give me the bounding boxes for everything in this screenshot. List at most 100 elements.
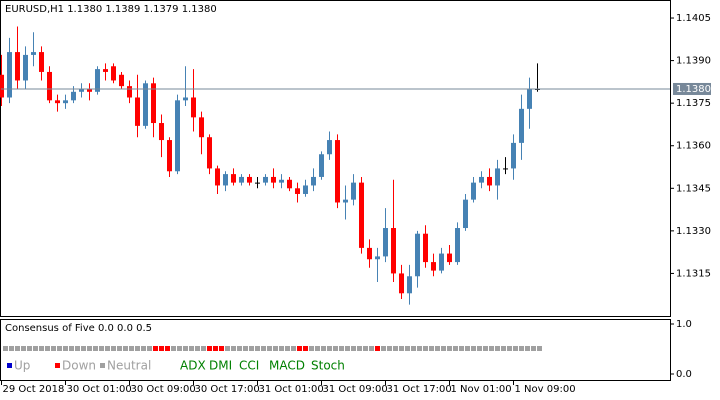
candle-body: [79, 88, 84, 92]
signal-square: [183, 346, 188, 351]
signal-square: [135, 346, 140, 351]
signal-square: [429, 346, 434, 351]
indicator-label: DMI: [209, 359, 232, 373]
signal-square: [63, 346, 68, 351]
signal-square: [513, 346, 518, 351]
legend-swatch: [100, 363, 105, 368]
candle-body: [111, 66, 116, 81]
signal-square: [93, 346, 98, 351]
candle-body: [431, 262, 436, 271]
signal-square: [489, 346, 494, 351]
signal-square: [471, 346, 476, 351]
candle-body: [439, 253, 444, 271]
indicator-label: CCI: [239, 359, 259, 373]
signal-square: [495, 346, 500, 351]
signal-square: [39, 346, 44, 351]
candle-body: [207, 137, 212, 169]
signal-square: [33, 346, 38, 351]
candle-body: [423, 233, 428, 263]
y-tick-label: 1.1375: [676, 98, 711, 109]
candle-body: [15, 52, 20, 81]
signal-square: [327, 346, 332, 351]
candle-body: [487, 176, 492, 186]
signal-square: [105, 346, 110, 351]
signal-square: [357, 346, 362, 351]
signal-square: [21, 346, 26, 351]
signal-square: [123, 346, 128, 351]
signal-square: [435, 346, 440, 351]
signal-square: [147, 346, 152, 351]
signal-square: [381, 346, 386, 351]
signal-square: [423, 346, 428, 351]
candle-body: [223, 174, 228, 186]
candle-body: [31, 52, 36, 55]
signal-square: [213, 346, 218, 351]
legend-label: Down: [62, 359, 96, 373]
candle-body: [279, 179, 284, 183]
signal-square: [309, 346, 314, 351]
signal-square: [387, 346, 392, 351]
legend-label: Up: [14, 359, 30, 373]
signal-square: [273, 346, 278, 351]
signal-square: [159, 346, 164, 351]
signal-square: [267, 346, 272, 351]
signal-square: [69, 346, 74, 351]
signal-square: [333, 346, 338, 351]
signal-square: [75, 346, 80, 351]
signal-square: [171, 346, 176, 351]
signal-square: [525, 346, 530, 351]
candle-body: [39, 52, 44, 72]
signal-square: [531, 346, 536, 351]
signal-square: [27, 346, 32, 351]
signal-square: [207, 346, 212, 351]
signal-square: [363, 346, 368, 351]
x-tick-label: 31 Oct 17:00: [387, 384, 452, 395]
signal-square: [117, 346, 122, 351]
indicator-y-tick-label: 0.0: [676, 369, 692, 380]
candle-body: [167, 140, 172, 172]
candle-body: [151, 83, 156, 124]
candle-body: [7, 52, 12, 98]
candle-body: [399, 273, 404, 294]
candle-body: [527, 88, 532, 109]
candle-body: [359, 182, 364, 248]
x-tick-label: 30 Oct 01:00: [67, 384, 132, 395]
signal-square: [195, 346, 200, 351]
signal-square: [447, 346, 452, 351]
signal-square: [351, 346, 356, 351]
candle-body: [383, 228, 388, 257]
candle-body: [231, 174, 236, 183]
signal-square: [465, 346, 470, 351]
candle-body: [335, 140, 340, 203]
x-tick-label: 30 Oct 09:00: [131, 384, 196, 395]
indicator-label: MACD: [269, 359, 305, 373]
signal-square: [111, 346, 116, 351]
signal-square: [393, 346, 398, 351]
candle-body: [103, 69, 108, 72]
signal-square: [303, 346, 308, 351]
candle-body: [71, 91, 76, 101]
candle-body: [319, 154, 324, 177]
signal-square: [57, 346, 62, 351]
candle-body: [183, 97, 188, 101]
signal-square: [51, 346, 56, 351]
signal-square: [255, 346, 260, 351]
candle-body: [191, 97, 196, 118]
candle-body: [239, 176, 244, 183]
y-tick-label: 1.1315: [676, 268, 711, 279]
candle-body: [63, 100, 68, 104]
candle-body: [199, 117, 204, 138]
candle-body: [511, 142, 516, 169]
candle-body: [175, 100, 180, 172]
x-tick-label: 30 Oct 17:00: [195, 384, 260, 395]
candle-body: [135, 97, 140, 126]
indicator-label: ADX: [180, 359, 206, 373]
candle-body: [159, 123, 164, 141]
x-tick-label: 31 Oct 09:00: [323, 384, 388, 395]
signal-square: [45, 346, 50, 351]
signal-square: [9, 346, 14, 351]
candle-body: [519, 108, 524, 143]
signal-square: [411, 346, 416, 351]
candle-body: [127, 86, 132, 98]
signal-square: [87, 346, 92, 351]
